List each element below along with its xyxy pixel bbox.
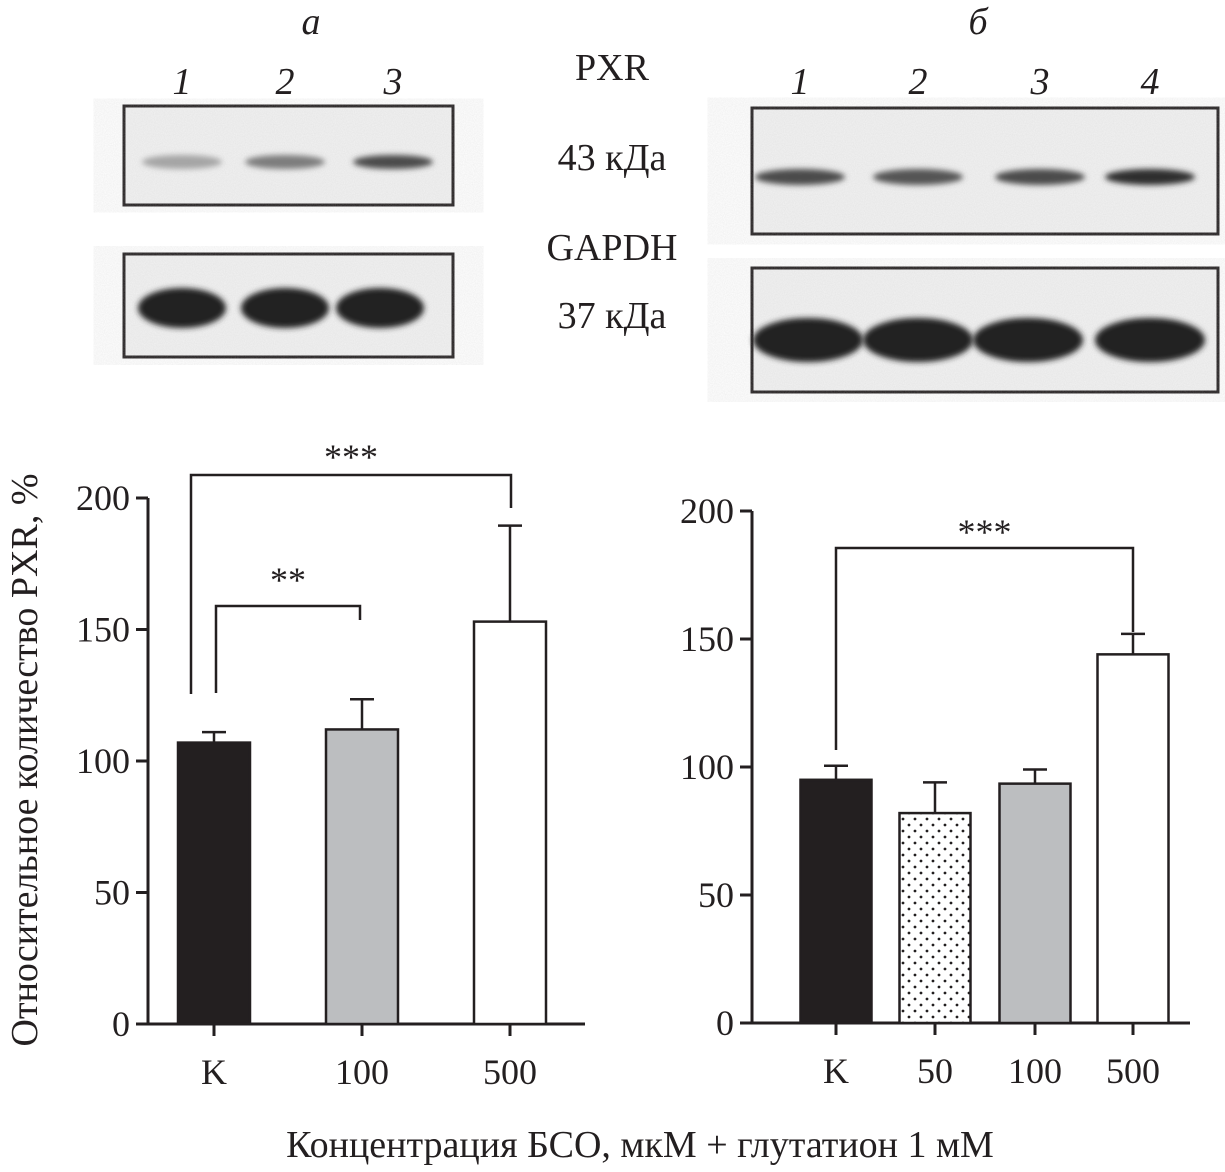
lane-number: 1 xyxy=(791,61,810,103)
y-tick-label: 50 xyxy=(94,873,130,913)
significance-label: *** xyxy=(324,437,378,477)
y-tick-label: 200 xyxy=(680,491,734,531)
lane-number: 3 xyxy=(1030,61,1050,103)
bar-500 xyxy=(1096,653,1170,1025)
blot-band xyxy=(973,318,1083,362)
blot-band xyxy=(138,288,226,328)
y-tick-label: 0 xyxy=(716,1003,734,1043)
blot-band xyxy=(1105,169,1195,185)
blot-band xyxy=(873,169,963,185)
significance-label: ** xyxy=(270,560,306,600)
lane-number: 3 xyxy=(383,61,403,103)
blot-band xyxy=(241,288,329,328)
y-tick-label: 150 xyxy=(680,619,734,659)
blot-band xyxy=(1095,318,1205,362)
panel-a-label: а xyxy=(302,1,321,43)
y-tick-label: 200 xyxy=(76,478,130,518)
pxr-mass: 43 кДа xyxy=(558,137,667,179)
blot-band xyxy=(353,155,433,169)
y-tick-label: 100 xyxy=(76,741,130,781)
significance-label: *** xyxy=(958,512,1012,552)
lane-number: 1 xyxy=(173,61,192,103)
blot-band xyxy=(142,155,222,169)
y-tick-label: 100 xyxy=(680,747,734,787)
x-tick-label: 100 xyxy=(1008,1051,1062,1091)
bar-100 xyxy=(998,782,1072,1025)
bar-50 xyxy=(898,811,972,1025)
lane-number: 2 xyxy=(909,61,928,103)
x-axis-label: Концентрация БСО, мкМ + глутатион 1 мМ xyxy=(286,1124,994,1166)
bar-500 xyxy=(472,620,548,1026)
x-tick-label: 500 xyxy=(483,1052,537,1092)
lane-number: 2 xyxy=(276,61,295,103)
lane-number: 4 xyxy=(1141,61,1160,103)
blot-band xyxy=(753,318,863,362)
bar-K xyxy=(799,778,873,1025)
significance-bracket xyxy=(834,546,1135,750)
x-tick-label: 500 xyxy=(1106,1051,1160,1091)
significance-bracket xyxy=(189,473,513,694)
western-blots: 1 2 3 1 2 3 4 xyxy=(122,61,1220,394)
blot-band xyxy=(336,288,424,328)
blot-band xyxy=(245,155,325,169)
x-tick-label: K xyxy=(201,1052,227,1092)
bar-100 xyxy=(324,728,400,1026)
x-tick-label: K xyxy=(823,1051,849,1091)
y-tick-label: 50 xyxy=(698,875,734,915)
pxr-label: PXR xyxy=(575,47,650,89)
bar-K xyxy=(176,741,252,1026)
y-tick-label: 150 xyxy=(76,610,130,650)
blot-band xyxy=(995,169,1085,185)
y-axis-label: Относительное количество PXR, % xyxy=(4,474,46,1047)
panel-b-label: б xyxy=(968,1,989,43)
blot-b-gapdh xyxy=(750,266,1220,394)
gapdh-label: GAPDH xyxy=(547,227,678,269)
chart-b: 0 50 100 150 200 K 50 100 500 *** xyxy=(680,491,1190,1091)
y-tick-label: 0 xyxy=(112,1004,130,1044)
x-tick-label: 100 xyxy=(335,1052,389,1092)
blot-a-gapdh xyxy=(122,252,455,359)
gapdh-mass: 37 кДа xyxy=(558,295,667,337)
x-tick-label: 50 xyxy=(917,1051,953,1091)
significance-bracket xyxy=(214,604,362,693)
blot-band xyxy=(755,169,845,185)
blot-b-pxr: 1 2 3 4 xyxy=(750,61,1220,236)
blot-band xyxy=(863,318,973,362)
blot-a-pxr: 1 2 3 xyxy=(122,61,455,207)
